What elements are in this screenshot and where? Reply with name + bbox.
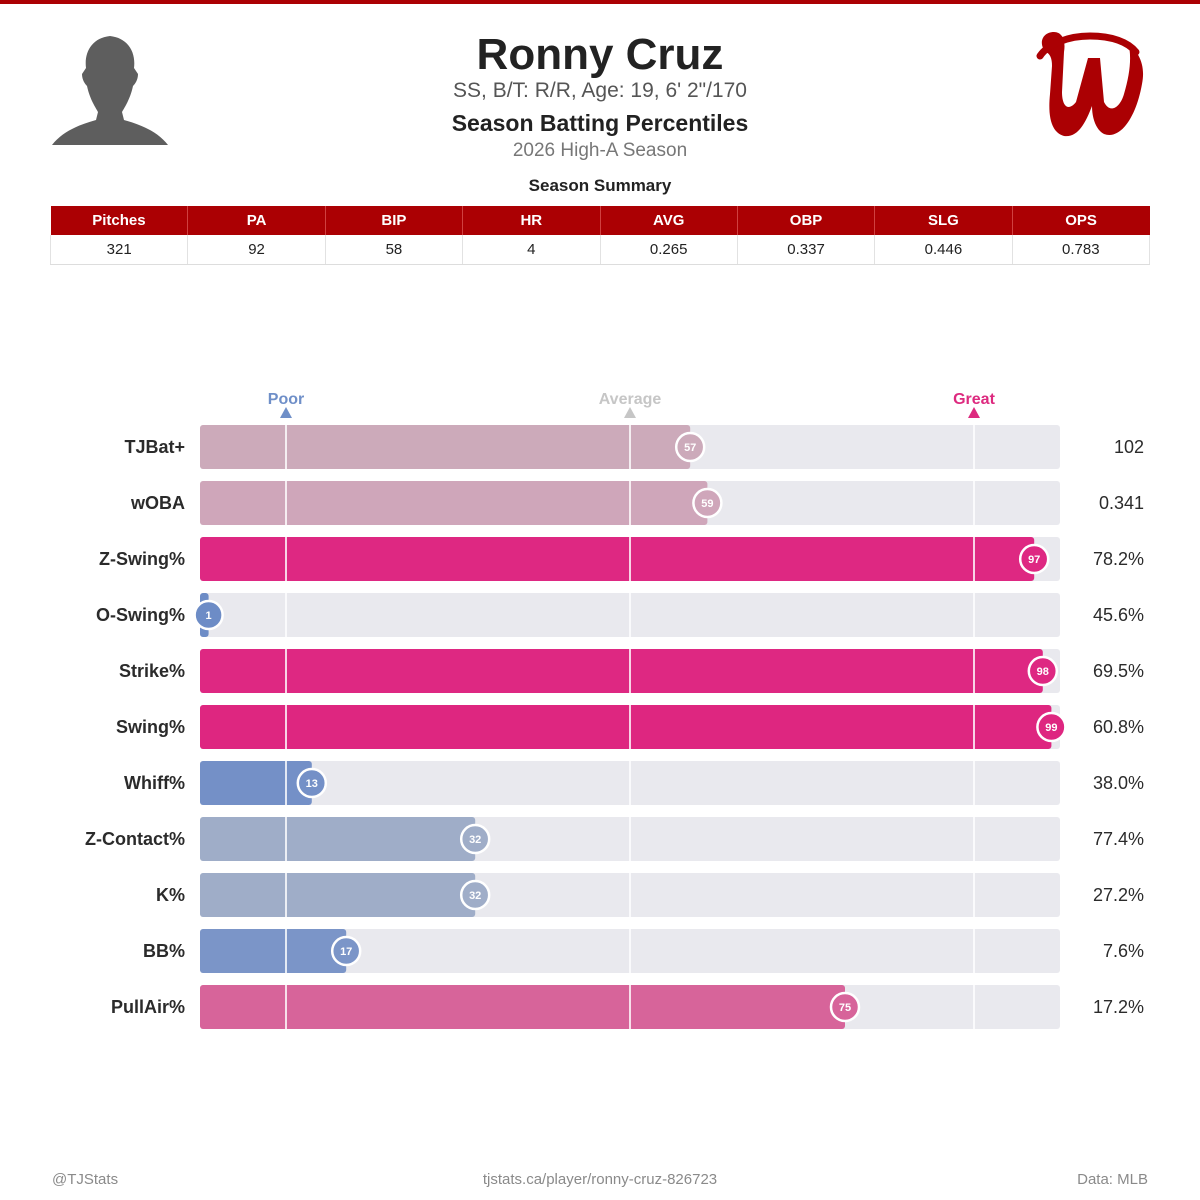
reference-label-poor: Poor [268,391,304,408]
percentile-dot-tjbat [674,431,706,463]
summary-header-bip: BIP [325,206,464,235]
player-bio: SS, B/T: R/R, Age: 19, 6' 2"/170 [453,79,747,102]
stat-value-o-swing: 45.6% [1093,605,1144,625]
footer-url: tjstats.ca/player/ronny-cruz-826723 [482,1171,718,1188]
percentile-value-k: 32 [469,890,481,902]
metric-label-swing: Swing% [116,717,185,737]
bar-bb [200,929,347,973]
nationals-w-logo [1036,32,1144,137]
bar-swing [200,705,1052,749]
stat-value-tjbat: 102 [1114,437,1144,457]
percentile-value-woba: 59 [701,498,713,510]
percentile-chart: Poor Average Great TJBat+ 57 102 wOBA 59 0.341 Z-… [85,391,1144,1029]
summary-value-pitches: 321 [49,235,189,265]
summary-title: Season Summary [528,176,672,195]
summary-value-slg: 0.446 [874,235,1013,265]
stat-value-woba: 0.341 [1099,493,1144,513]
summary-header-row: Pitches PA BIP HR AVG OBP SLG OPS [50,206,1150,235]
percentile-value-z-contact: 32 [469,834,481,846]
metric-label-whiff: Whiff% [124,773,185,793]
percentile-value-z-swing: 97 [1028,554,1040,566]
summary-value-bip: 58 [324,235,464,265]
percentile-dot-z-contact [459,823,491,855]
stat-value-k: 27.2% [1093,885,1144,905]
summary-value-obp: 0.337 [736,235,876,265]
metric-label-woba: wOBA [130,493,185,513]
summary-value-row: 321 92 58 4 0.265 0.337 0.446 0.783 [49,235,1151,265]
percentile-value-bb: 17 [340,946,352,958]
summary-header-hr: HR [462,206,601,235]
metric-label-pullair: PullAir% [111,997,185,1017]
metric-label-z-swing: Z-Swing% [99,549,185,569]
season-label: 2026 High-A Season [512,140,688,161]
percentile-value-pullair: 75 [839,1002,851,1014]
percentile-dot-strike [1027,655,1059,687]
reference-marker-average [624,407,636,418]
percentile-dot-whiff [296,767,328,799]
summary-value-avg: 0.265 [599,235,738,265]
stat-value-z-contact: 77.4% [1093,829,1144,849]
bar-strike [200,649,1043,693]
summary-value-pa: 92 [187,235,326,265]
reference-label-great: Great [953,391,995,408]
bar-whiff [200,761,312,805]
summary-header-slg: SLG [874,206,1013,235]
bar-z-contact [200,817,476,861]
stat-value-z-swing: 78.2% [1093,549,1144,569]
percentile-dot-swing [1036,711,1067,743]
stat-value-strike: 69.5% [1093,661,1144,681]
percentile-dot-pullair [829,991,861,1023]
summary-value-hr: 4 [462,235,601,265]
metric-label-k: K% [156,885,185,905]
summary-header-avg: AVG [600,206,738,235]
percentile-value-strike: 98 [1037,666,1049,678]
chart-subtitle: Season Batting Percentiles [451,110,749,136]
percentile-value-o-swing: 1 [206,610,212,622]
metric-label-z-contact: Z-Contact% [85,829,185,849]
percentile-value-whiff: 13 [306,778,318,790]
percentile-dot-k [459,879,491,911]
percentile-dot-bb [330,935,362,967]
bar-k [200,873,476,917]
player-silhouette-icon [52,36,168,145]
summary-header-pitches: Pitches [50,206,189,235]
percentile-value-swing: 99 [1045,722,1057,734]
bar-pullair [200,985,845,1029]
summary-header-pa: PA [187,206,326,235]
stat-value-pullair: 17.2% [1093,997,1144,1017]
player-name: Ronny Cruz [476,30,724,79]
summary-header-ops: OPS [1012,206,1150,235]
percentile-value-tjbat: 57 [684,442,696,454]
percentile-dot-o-swing [193,599,224,631]
bar-z-swing [200,537,1035,581]
percentile-dot-woba [692,487,723,519]
season-summary-table: Pitches PA BIP HR AVG OBP SLG OPS 321 92… [49,206,1151,265]
metric-label-bb: BB% [143,941,185,961]
summary-header-obp: OBP [737,206,876,235]
metric-label-strike: Strike% [119,661,185,681]
stat-value-swing: 60.8% [1093,717,1144,737]
top-accent-bar [0,0,1200,4]
footer-source: Data: MLB [1077,1171,1148,1188]
stat-value-whiff: 38.0% [1093,773,1144,793]
footer-handle: @TJStats [52,1171,119,1188]
reference-label-average: Average [599,391,662,408]
bar-woba [200,481,708,525]
metric-label-tjbat: TJBat+ [124,437,185,457]
reference-marker-poor [280,407,292,418]
summary-value-ops: 0.783 [1011,235,1151,265]
percentile-dot-z-swing [1018,543,1050,575]
metric-label-o-swing: O-Swing% [96,605,185,625]
reference-marker-great [968,407,980,418]
bar-tjbat [200,425,691,469]
stat-value-bb: 7.6% [1103,941,1144,961]
